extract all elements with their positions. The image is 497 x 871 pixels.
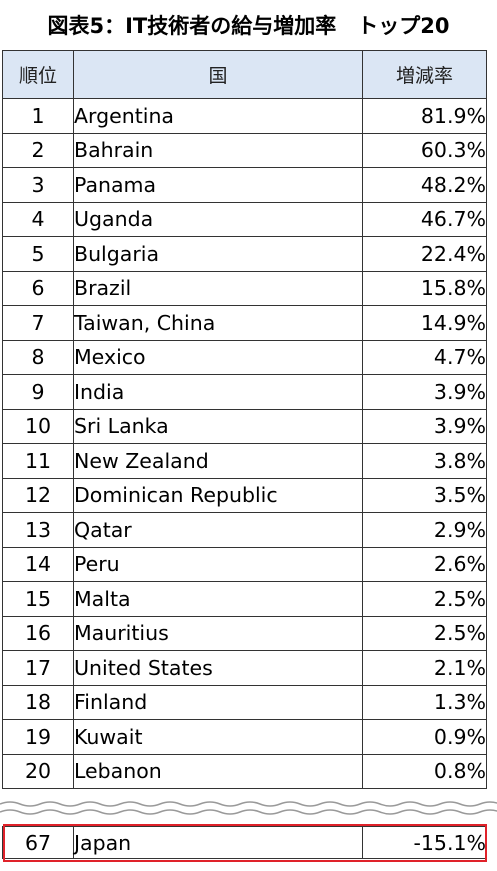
- rank-cell: 19: [2, 719, 74, 755]
- change-cell: 2.5%: [362, 581, 487, 617]
- change-cell: 2.5%: [362, 615, 487, 651]
- chart-title: 図表5：IT技術者の給与増加率 トップ20: [47, 14, 450, 38]
- change-cell: 1.3%: [362, 684, 487, 720]
- table-row: 10 Sri Lanka 3.9%: [2, 408, 487, 444]
- country-cell: Sri Lanka: [73, 408, 363, 444]
- japan-change: -15.1%: [362, 826, 487, 859]
- country-cell: Dominican Republic: [73, 477, 363, 513]
- country-cell: Peru: [73, 546, 363, 582]
- japan-row-table: 67 Japan -15.1%: [2, 826, 487, 859]
- country-cell: Mexico: [73, 339, 363, 375]
- ranking-table: 順位 国 増減率 1 Argentina 81.9% 2 Bahrain 60.3% 3 Pa…: [2, 50, 487, 789]
- rank-cell: 20: [2, 753, 74, 789]
- rank-cell: 13: [2, 512, 74, 548]
- change-cell: 60.3%: [362, 132, 487, 168]
- table-row: 20 Lebanon 0.8%: [2, 753, 487, 789]
- country-cell: Taiwan, China: [73, 305, 363, 341]
- rank-cell: 10: [2, 408, 74, 444]
- country-cell: Bahrain: [73, 132, 363, 168]
- table-row: 19 Kuwait 0.9%: [2, 719, 487, 755]
- header-country: 国: [73, 50, 363, 99]
- change-cell: 81.9%: [362, 98, 487, 134]
- country-cell: Finland: [73, 684, 363, 720]
- country-cell: Malta: [73, 581, 363, 617]
- country-cell: New Zealand: [73, 443, 363, 479]
- table-row: 18 Finland 1.3%: [2, 684, 487, 720]
- change-cell: 3.9%: [362, 374, 487, 410]
- rank-cell: 17: [2, 650, 74, 686]
- change-cell: 46.7%: [362, 201, 487, 237]
- country-cell: Mauritius: [73, 615, 363, 651]
- rank-cell: 6: [2, 270, 74, 306]
- japan-row: 67 Japan -15.1%: [2, 826, 487, 859]
- wave-line-top: [0, 801, 497, 807]
- country-cell: Lebanon: [73, 753, 363, 789]
- rank-cell: 12: [2, 477, 74, 513]
- rank-cell: 3: [2, 167, 74, 203]
- change-cell: 4.7%: [362, 339, 487, 375]
- change-cell: 2.9%: [362, 512, 487, 548]
- rank-cell: 1: [2, 98, 74, 134]
- country-cell: Argentina: [73, 98, 363, 134]
- table-row: 15 Malta 2.5%: [2, 581, 487, 617]
- country-cell: Uganda: [73, 201, 363, 237]
- country-cell: Bulgaria: [73, 236, 363, 272]
- table-row: 8 Mexico 4.7%: [2, 339, 487, 375]
- change-cell: 0.8%: [362, 753, 487, 789]
- table-row: 3 Panama 48.2%: [2, 167, 487, 203]
- rank-cell: 9: [2, 374, 74, 410]
- rank-cell: 2: [2, 132, 74, 168]
- country-cell: Kuwait: [73, 719, 363, 755]
- header-rank: 順位: [2, 50, 74, 99]
- change-cell: 22.4%: [362, 236, 487, 272]
- header-row: 順位 国 増減率: [2, 50, 487, 99]
- change-cell: 2.1%: [362, 650, 487, 686]
- table-row: 1 Argentina 81.9%: [2, 98, 487, 134]
- omission-wave-separator: [0, 801, 497, 815]
- japan-country: Japan: [73, 826, 363, 859]
- change-cell: 0.9%: [362, 719, 487, 755]
- table-row: 12 Dominican Republic 3.5%: [2, 477, 487, 513]
- ranking-table-body: 1 Argentina 81.9% 2 Bahrain 60.3% 3 Panama 48.2%…: [2, 98, 487, 789]
- change-cell: 48.2%: [362, 167, 487, 203]
- rank-cell: 18: [2, 684, 74, 720]
- change-cell: 14.9%: [362, 305, 487, 341]
- table-row: 6 Brazil 15.8%: [2, 270, 487, 306]
- change-cell: 3.9%: [362, 408, 487, 444]
- country-cell: Brazil: [73, 270, 363, 306]
- country-cell: Panama: [73, 167, 363, 203]
- country-cell: United States: [73, 650, 363, 686]
- rank-cell: 4: [2, 201, 74, 237]
- table-row: 7 Taiwan, China 14.9%: [2, 305, 487, 341]
- table-row: 13 Qatar 2.9%: [2, 512, 487, 548]
- japan-rank: 67: [2, 826, 74, 859]
- country-cell: Qatar: [73, 512, 363, 548]
- table-row: 17 United States 2.1%: [2, 650, 487, 686]
- table-row: 16 Mauritius 2.5%: [2, 615, 487, 651]
- table-row: 14 Peru 2.6%: [2, 546, 487, 582]
- table-row: 9 India 3.9%: [2, 374, 487, 410]
- rank-cell: 16: [2, 615, 74, 651]
- table-row: 11 New Zealand 3.8%: [2, 443, 487, 479]
- rank-cell: 11: [2, 443, 74, 479]
- table-row: 5 Bulgaria 22.4%: [2, 236, 487, 272]
- rank-cell: 8: [2, 339, 74, 375]
- country-cell: India: [73, 374, 363, 410]
- rank-cell: 15: [2, 581, 74, 617]
- header-change: 増減率: [362, 50, 487, 99]
- change-cell: 2.6%: [362, 546, 487, 582]
- rank-cell: 14: [2, 546, 74, 582]
- table-row: 2 Bahrain 60.3%: [2, 132, 487, 168]
- change-cell: 3.5%: [362, 477, 487, 513]
- table-row: 4 Uganda 46.7%: [2, 201, 487, 237]
- change-cell: 3.8%: [362, 443, 487, 479]
- rank-cell: 5: [2, 236, 74, 272]
- wave-line-bottom: [0, 809, 497, 815]
- rank-cell: 7: [2, 305, 74, 341]
- change-cell: 15.8%: [362, 270, 487, 306]
